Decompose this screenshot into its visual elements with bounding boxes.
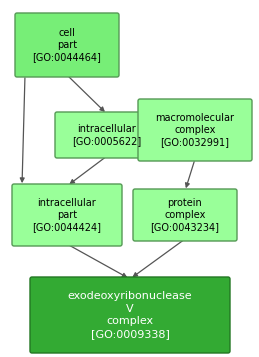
Text: exodeoxyribonuclease
V
complex
[GO:0009338]: exodeoxyribonuclease V complex [GO:00093… xyxy=(68,291,192,338)
FancyBboxPatch shape xyxy=(138,99,252,161)
FancyBboxPatch shape xyxy=(15,13,119,77)
FancyBboxPatch shape xyxy=(133,189,237,241)
FancyBboxPatch shape xyxy=(12,184,122,246)
Text: cell
part
[GO:0044464]: cell part [GO:0044464] xyxy=(33,27,102,62)
Text: macromolecular
complex
[GO:0032991]: macromolecular complex [GO:0032991] xyxy=(155,112,234,147)
FancyBboxPatch shape xyxy=(30,277,230,353)
Text: intracellular
part
[GO:0044424]: intracellular part [GO:0044424] xyxy=(32,198,102,232)
Text: intracellular
[GO:0005622]: intracellular [GO:0005622] xyxy=(72,124,142,146)
Text: protein
complex
[GO:0043234]: protein complex [GO:0043234] xyxy=(150,198,219,232)
FancyBboxPatch shape xyxy=(55,112,159,158)
